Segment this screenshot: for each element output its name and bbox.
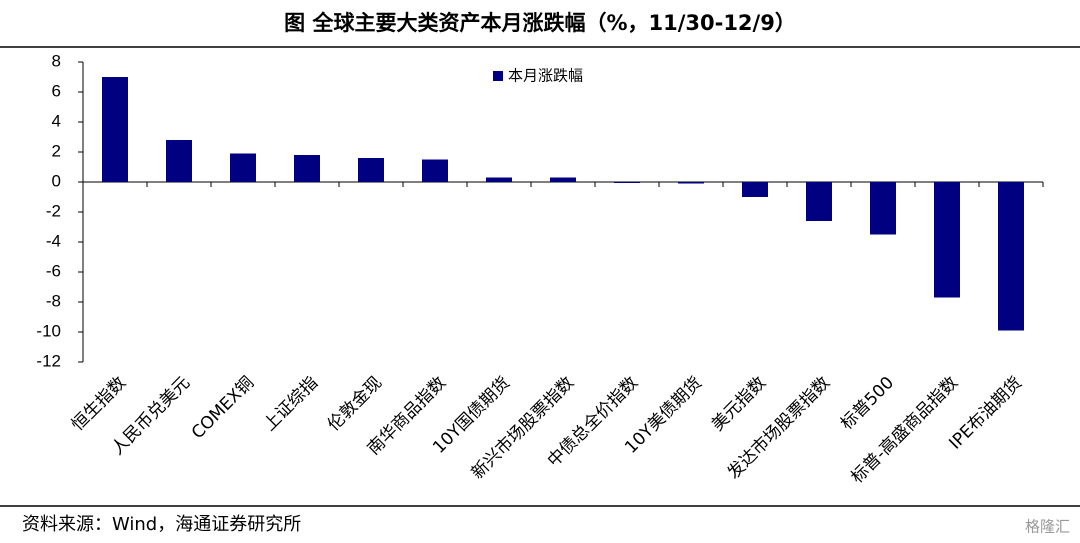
x-tick-label: 美元指数 <box>708 373 770 435</box>
y-tick-label: 8 <box>52 51 61 70</box>
bar <box>294 155 320 182</box>
bar <box>230 153 256 182</box>
bar <box>870 182 896 235</box>
y-tick-label: 2 <box>52 141 61 160</box>
legend-swatch <box>493 71 503 81</box>
x-tick-label: 标普-高盛商品指数 <box>847 373 962 488</box>
bar <box>550 177 576 182</box>
bar <box>614 182 640 183</box>
legend-label: 本月涨跌幅 <box>508 67 583 85</box>
y-tick-label: -10 <box>36 321 61 340</box>
bar <box>422 159 448 182</box>
bar <box>102 77 128 182</box>
bar <box>934 182 960 298</box>
bar <box>678 182 704 184</box>
bar <box>166 140 192 182</box>
y-tick-label: 0 <box>52 171 61 190</box>
bar <box>742 182 768 197</box>
source-note: 资料来源：Wind，海通证券研究所 <box>22 514 301 535</box>
x-tick-label: 上证综指 <box>260 373 322 435</box>
y-tick-label: 4 <box>52 111 61 130</box>
bar <box>806 182 832 221</box>
y-tick-label: -8 <box>46 291 61 310</box>
chart-title: 图 全球主要大类资产本月涨跌幅（%，11/30-12/9） <box>284 11 796 35</box>
x-tick-label: 恒生指数 <box>68 373 130 435</box>
bar <box>358 158 384 182</box>
y-tick-label: -2 <box>46 201 61 220</box>
x-tick-label: 伦敦金现 <box>324 373 386 435</box>
bar <box>486 177 512 182</box>
x-tick-label: COMEX铜 <box>188 373 258 443</box>
y-tick-label: -4 <box>46 231 61 250</box>
bar <box>998 182 1024 331</box>
y-tick-label: 6 <box>52 81 61 100</box>
watermark: 格隆汇 <box>1025 518 1070 536</box>
y-tick-label: -12 <box>36 351 61 370</box>
x-tick-label: 标普500 <box>837 373 898 434</box>
y-tick-label: -6 <box>46 261 61 280</box>
